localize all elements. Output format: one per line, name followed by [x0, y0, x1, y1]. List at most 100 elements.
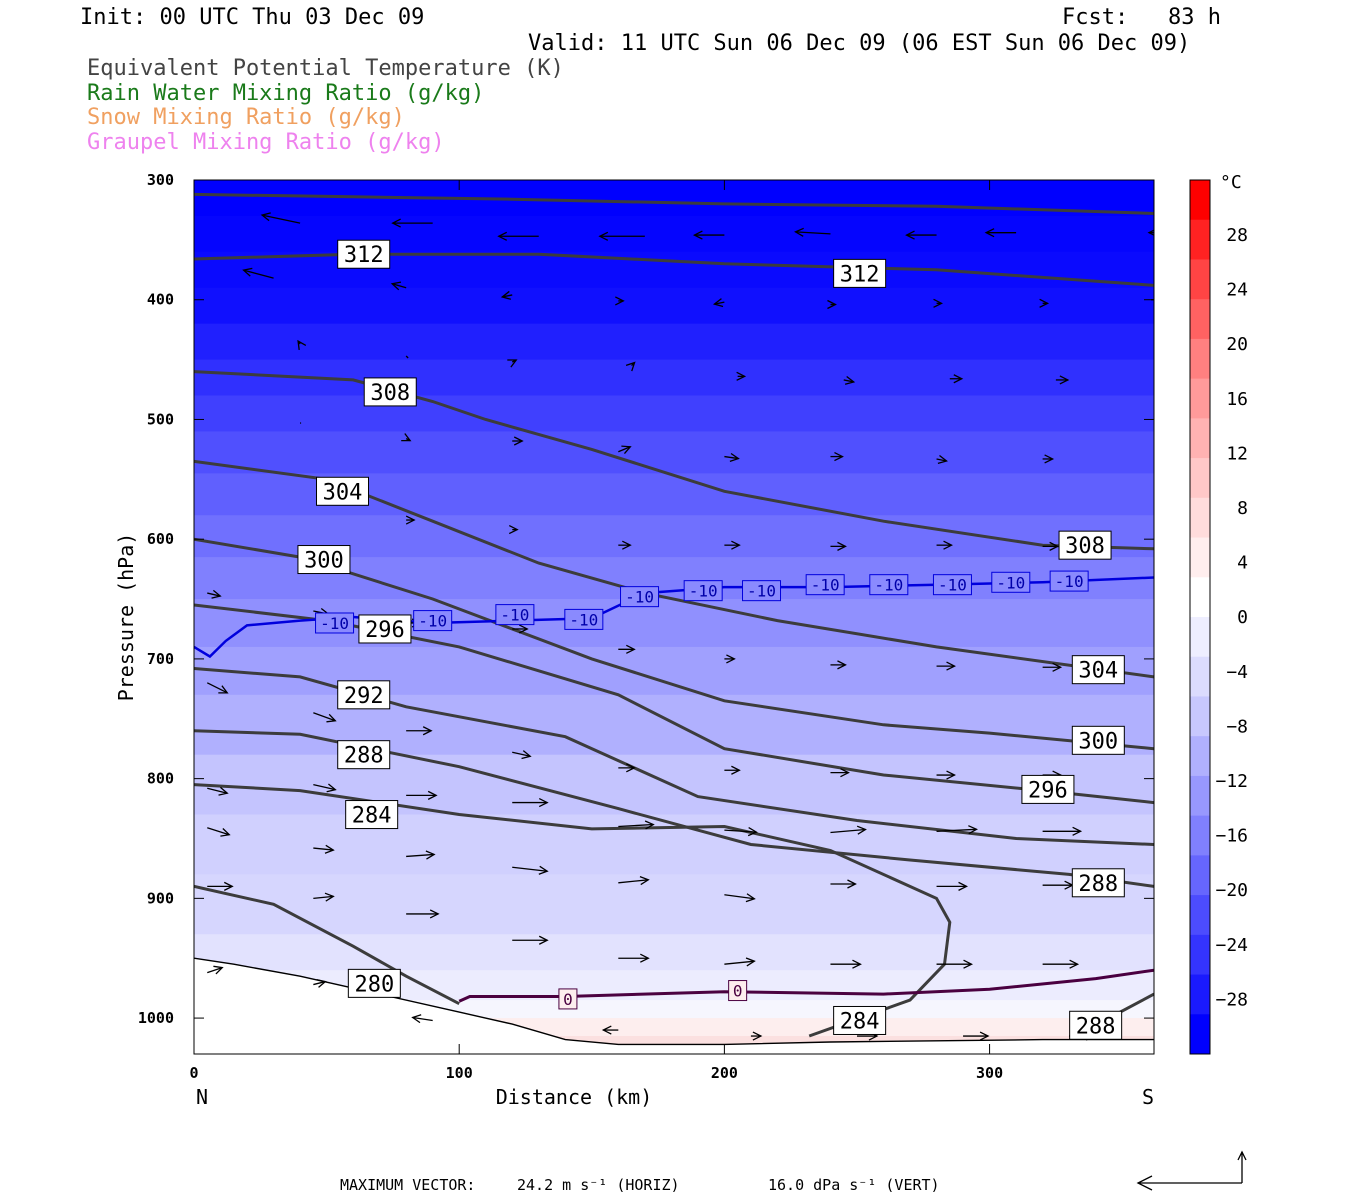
colorbar-band	[1190, 895, 1210, 936]
isotherm-label-box	[932, 574, 972, 596]
wind-vector-shaft	[313, 980, 326, 986]
wind-vector	[406, 790, 438, 800]
wind-vector-head	[538, 797, 549, 808]
wind-vector	[512, 436, 524, 446]
wind-vector-head	[401, 433, 412, 442]
x-tick-label: 300	[976, 1064, 1003, 1082]
theta-e-label-text: 304	[1078, 659, 1118, 684]
isotherm-label-box	[315, 612, 355, 634]
wind-vector	[949, 374, 964, 384]
theta-e-label-text: 296	[1028, 778, 1068, 803]
wind-vector	[406, 909, 440, 919]
wind-vector-head	[521, 750, 532, 760]
isotherm-label: -10	[805, 574, 845, 596]
wind-vector	[724, 957, 756, 967]
isotherm-label-text: -10	[418, 612, 447, 631]
wind-vector	[618, 644, 636, 654]
wind-vector-head	[963, 959, 973, 969]
wind-vector	[1042, 454, 1055, 464]
theta-e-label-text: 300	[304, 549, 344, 574]
wind-vector	[905, 230, 937, 240]
wind-vector-head	[946, 770, 956, 780]
wind-vector-head	[425, 850, 436, 860]
wind-vector	[692, 230, 725, 240]
wind-vector-head	[946, 661, 956, 671]
wind-vector	[712, 298, 725, 308]
wind-vector-head	[213, 965, 224, 975]
wind-vector-head	[933, 298, 943, 308]
theta-e-contour-284	[194, 783, 952, 1038]
colorbar-tick-label: 28	[1226, 225, 1248, 246]
theta-e-label: 284	[345, 800, 399, 830]
wind-vector-head	[427, 790, 438, 800]
colorbar-tick-label: −28	[1215, 989, 1248, 1010]
wind-vector-head	[726, 654, 736, 664]
colorbar-tick-label: 8	[1237, 498, 1248, 519]
wind-vector-head	[422, 726, 433, 736]
wind-vector-head	[220, 828, 231, 837]
wind-vector-head	[640, 953, 650, 963]
wind-vector-head	[324, 892, 335, 902]
theta-e-label-text: 292	[344, 684, 384, 709]
theta-e-label-text: 288	[1078, 872, 1118, 897]
colorbar-tick-label: −8	[1226, 716, 1248, 737]
theta-e-label: 288	[337, 740, 391, 770]
wind-vector-head	[218, 685, 229, 694]
wind-vector-head	[497, 231, 508, 241]
theta-e-label: 300	[1071, 725, 1125, 755]
wind-vector-head	[598, 231, 609, 241]
isotherm-label-box	[805, 574, 845, 596]
wind-vector-head	[1044, 454, 1055, 464]
wind-vector	[207, 965, 224, 975]
wind-vector-head	[1069, 959, 1080, 969]
wind-vector-head	[513, 436, 524, 446]
isotherm-label-box	[495, 604, 535, 626]
wind-vector	[390, 281, 407, 291]
plot-frame	[193, 179, 1155, 1055]
wind-vector	[1042, 826, 1083, 836]
wind-vector-head	[223, 881, 234, 891]
colorbar-unit: °C	[1220, 172, 1242, 193]
wind-vector	[618, 953, 650, 963]
wind-vector-shaft	[512, 751, 531, 757]
wind-vector-head	[242, 267, 253, 277]
wind-vector	[724, 540, 741, 550]
wind-vector-head	[745, 893, 756, 903]
colorbar-band	[1190, 736, 1210, 777]
theta-e-label: 300	[297, 545, 351, 575]
isotherm-label-text: -10	[1055, 572, 1084, 591]
theta-e-label-box	[316, 476, 370, 506]
wind-vector	[936, 881, 968, 891]
isotherm-label: -10	[620, 586, 660, 608]
theta-e-contour-280	[194, 884, 460, 1006]
theta-e-label: 312	[337, 239, 391, 269]
wind-vector-head	[747, 827, 758, 837]
wind-vector	[207, 827, 231, 837]
wind-vector-head	[429, 909, 440, 919]
shade-band	[194, 934, 1154, 972]
shade-band	[194, 395, 1154, 433]
reference-vector-icon	[1136, 1150, 1247, 1191]
wind-vector-shaft	[405, 355, 409, 359]
colorbar-tick-label: 0	[1237, 607, 1248, 628]
wind-vector-head	[736, 371, 747, 381]
colorbar-tick-label: −16	[1215, 826, 1248, 847]
wind-vector-head	[752, 1031, 763, 1041]
isotherm-label: -10	[413, 610, 453, 632]
wind-vector	[405, 515, 416, 525]
wind-vector	[313, 978, 327, 988]
colorbar-band	[1190, 338, 1210, 380]
wind-vector-head	[731, 765, 741, 775]
wind-vector	[206, 682, 229, 694]
isotherm-label-box	[620, 586, 660, 608]
x-tick-label: 100	[446, 1064, 473, 1082]
wind-vector	[391, 218, 433, 228]
theta-e-label-text: 288	[344, 744, 384, 769]
colorbar-band	[1190, 974, 1210, 1015]
wind-vector-shaft	[724, 829, 757, 833]
wind-vector	[297, 339, 307, 350]
wind-vector-shaft	[412, 1016, 433, 1022]
wind-vector	[618, 763, 636, 773]
colorbar-tick-label: 12	[1226, 443, 1248, 464]
colorbar-tick-label: −12	[1215, 771, 1248, 792]
